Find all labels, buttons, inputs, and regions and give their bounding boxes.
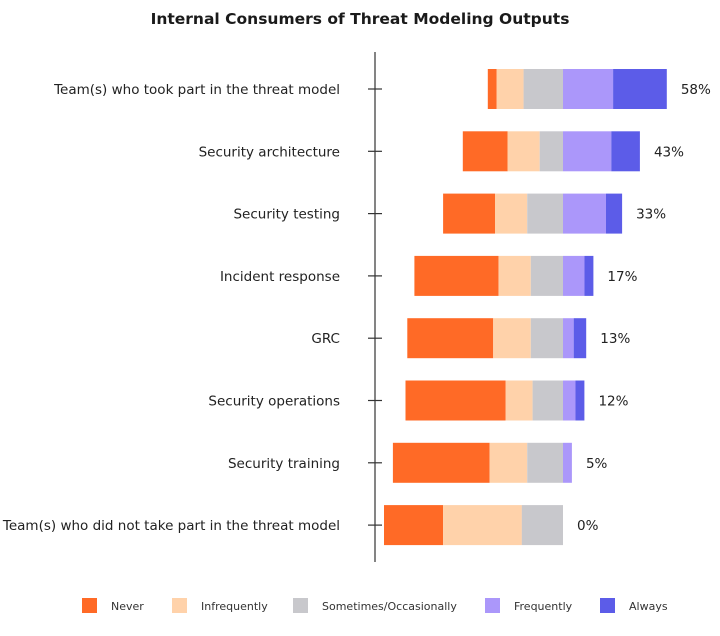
- legend-label: Always: [629, 600, 668, 613]
- bar-segment-never: [405, 380, 506, 421]
- bar-segment-frequently: [563, 318, 574, 359]
- category-label: GRC: [311, 331, 340, 347]
- data-label: 17%: [607, 269, 637, 285]
- category-label: Security testing: [233, 207, 340, 223]
- data-label: 5%: [586, 456, 608, 472]
- bar-row: Security testing 33%: [233, 193, 666, 234]
- data-label: 13%: [600, 331, 630, 347]
- bar-segment-infrequently: [505, 380, 533, 421]
- bar-segment-infrequently: [489, 442, 528, 483]
- chart-title: Internal Consumers of Threat Modeling Ou…: [151, 10, 570, 28]
- category-label: Team(s) who did not take part in the thr…: [2, 518, 340, 534]
- category-label: Incident response: [220, 269, 340, 285]
- bar-segment-sometimes-occasionally: [521, 505, 563, 546]
- bar-segment-always: [611, 131, 640, 172]
- legend-item: Infrequently: [172, 598, 268, 613]
- bar-segment-sometimes-occasionally: [527, 442, 563, 483]
- legend-label: Frequently: [514, 600, 573, 613]
- legend-swatch: [485, 598, 500, 613]
- bar-segment-sometimes-occasionally: [532, 380, 563, 421]
- bar-row: Security architecture 43%: [199, 131, 684, 172]
- bar-segment-sometimes-occasionally: [530, 318, 563, 359]
- legend-label: Never: [111, 600, 144, 613]
- data-label: 12%: [598, 394, 628, 410]
- legend-swatch: [82, 598, 97, 613]
- bar-segment-always: [613, 69, 667, 109]
- legend-item: Always: [600, 598, 668, 613]
- bar-segment-infrequently: [507, 131, 540, 172]
- bar-segment-never: [414, 255, 499, 296]
- bar-segment-infrequently: [493, 318, 531, 359]
- legend: Never Infrequently Sometimes/Occasionally F…: [82, 598, 668, 613]
- bar-segment-always: [584, 255, 594, 296]
- legend-swatch: [293, 598, 308, 613]
- bar-segment-frequently: [563, 193, 606, 234]
- legend-item: Frequently: [485, 598, 573, 613]
- bar-segment-frequently: [563, 442, 572, 483]
- category-label: Security architecture: [199, 144, 340, 160]
- bar-segment-frequently: [563, 380, 576, 421]
- bar-row: Team(s) who did not take part in the thr…: [2, 505, 599, 546]
- data-label: 33%: [636, 207, 666, 223]
- bar-segment-always: [606, 193, 623, 234]
- bar-segment-frequently: [563, 131, 612, 172]
- bar-segment-infrequently: [443, 505, 522, 546]
- bar-row: GRC 13%: [311, 318, 630, 359]
- bar-row: Incident response 17%: [220, 255, 638, 296]
- bar-segment-never: [384, 505, 444, 546]
- bar-row: Security training 5%: [228, 442, 608, 483]
- legend-label: Sometimes/Occasionally: [322, 600, 457, 613]
- category-label: Security training: [228, 456, 340, 472]
- bar-segment-never: [487, 69, 497, 109]
- bar-segment-sometimes-occasionally: [523, 69, 563, 109]
- bar-row: Security operations 12%: [208, 380, 629, 421]
- bar-segment-always: [575, 380, 585, 421]
- bar-segment-infrequently: [495, 193, 528, 234]
- data-label: 0%: [577, 518, 599, 534]
- bar-segment-infrequently: [498, 255, 531, 296]
- bar-segment-frequently: [563, 255, 585, 296]
- legend-item: Never: [82, 598, 144, 613]
- bar-segment-frequently: [563, 69, 614, 109]
- bar-row: Team(s) who took part in the threat mode…: [53, 69, 711, 109]
- bar-segment-always: [573, 318, 587, 359]
- data-label: 58%: [681, 82, 711, 98]
- bar-segment-sometimes-occasionally: [527, 193, 563, 234]
- legend-swatch: [172, 598, 187, 613]
- category-label: Team(s) who took part in the threat mode…: [53, 82, 340, 98]
- bar-segment-sometimes-occasionally: [539, 131, 563, 172]
- bar-segment-never: [407, 318, 494, 359]
- bar-segment-never: [392, 442, 490, 483]
- legend-label: Infrequently: [201, 600, 268, 613]
- bar-segment-infrequently: [496, 69, 524, 109]
- bar-segment-never: [443, 193, 495, 234]
- bar-segment-never: [462, 131, 508, 172]
- bar-segment-sometimes-occasionally: [530, 255, 563, 296]
- category-label: Security operations: [208, 394, 340, 410]
- data-label: 43%: [654, 144, 684, 160]
- legend-swatch: [600, 598, 615, 613]
- legend-item: Sometimes/Occasionally: [293, 598, 457, 613]
